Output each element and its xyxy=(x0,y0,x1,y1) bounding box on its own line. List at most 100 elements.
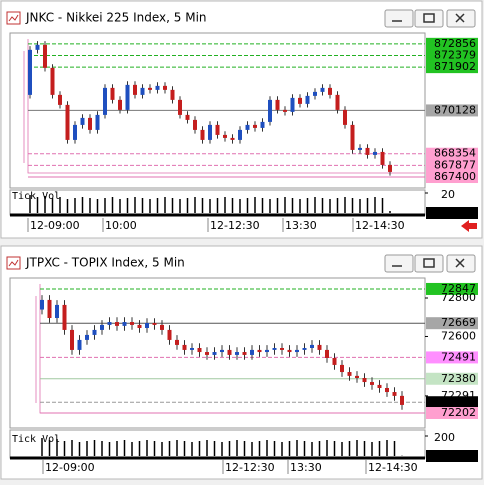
candle-body xyxy=(140,87,145,95)
candle-body xyxy=(362,378,367,383)
candle-body xyxy=(313,91,317,96)
candle-body xyxy=(328,87,332,95)
candle-body xyxy=(238,129,242,140)
candle-body xyxy=(340,364,344,373)
candle-body xyxy=(190,348,194,350)
price-level-label: 872379 xyxy=(434,48,476,61)
minimize-button[interactable] xyxy=(384,254,414,273)
candle-body xyxy=(178,99,182,115)
price-level-box xyxy=(426,104,478,117)
window-title: JNKC - Nikkei 225 Index, 5 Min xyxy=(25,11,207,25)
candle-body xyxy=(28,49,32,95)
candle-body xyxy=(380,151,385,165)
candle-body xyxy=(272,348,277,350)
candle-body xyxy=(100,324,104,330)
candle-body xyxy=(388,164,392,172)
candle-body xyxy=(205,352,209,355)
candle-body xyxy=(332,358,337,365)
restore-button[interactable] xyxy=(414,9,444,28)
candle-body xyxy=(175,339,179,345)
price-tick-label: 72291 xyxy=(441,389,476,402)
price-level-label: 72847 xyxy=(441,282,476,295)
time-label: 12-14:30 xyxy=(368,461,418,474)
candle-body xyxy=(212,352,217,355)
candle-body xyxy=(347,372,352,376)
candle-body xyxy=(107,322,112,325)
window-icon-glyph xyxy=(8,259,19,267)
volume-last-label: 3 xyxy=(448,449,455,462)
candle-body xyxy=(200,129,205,140)
candle-body xyxy=(163,85,167,90)
time-label: 12-09:00 xyxy=(45,461,95,474)
price-level-box xyxy=(426,159,478,172)
candle-body xyxy=(122,322,127,326)
candle-body xyxy=(317,344,322,350)
candle-body xyxy=(40,299,44,310)
time-label: 12-12:30 xyxy=(210,219,260,232)
candle-body xyxy=(110,87,115,100)
time-label: 13:30 xyxy=(290,461,322,474)
close-button-glyph xyxy=(455,258,465,268)
time-label: 12-12:30 xyxy=(225,461,275,474)
candle-body xyxy=(197,348,202,353)
price-level-box xyxy=(426,396,478,409)
price-level-box xyxy=(426,171,478,184)
candle-body xyxy=(305,95,310,104)
volume-last-label: 2 xyxy=(448,206,455,219)
candle-body xyxy=(265,349,269,353)
candle-body xyxy=(88,117,92,130)
price-level-label: 72380 xyxy=(441,372,476,385)
candle-body xyxy=(35,44,40,50)
candle-body xyxy=(65,104,70,140)
candle-body xyxy=(118,99,122,110)
candle-body xyxy=(220,349,224,353)
price-level-label: 868354 xyxy=(434,147,476,160)
volume-label: Tick Vol xyxy=(12,434,60,445)
restore-button-glyph xyxy=(423,258,435,268)
price-level-box xyxy=(426,372,478,385)
price-level-label: 72258 xyxy=(441,395,476,408)
minimize-button[interactable] xyxy=(384,9,414,28)
candle-body xyxy=(298,97,302,104)
candle-body xyxy=(58,94,62,105)
candle-body xyxy=(160,324,164,330)
price-level-box xyxy=(426,407,478,419)
close-button-glyph xyxy=(455,13,465,23)
candle-body xyxy=(373,151,377,155)
candle-body xyxy=(193,119,197,130)
candle-body xyxy=(250,349,254,355)
restore-button[interactable] xyxy=(414,254,444,273)
candle-body xyxy=(223,134,227,138)
candle-body xyxy=(115,322,119,326)
candle-body xyxy=(133,84,137,95)
candle-body xyxy=(185,114,190,120)
price-level-box xyxy=(426,49,478,62)
candle-body xyxy=(235,352,239,355)
candle-body xyxy=(260,121,265,128)
price-tick-label: 72600 xyxy=(441,329,476,342)
candle-body xyxy=(343,109,347,125)
volume-last-box xyxy=(426,450,478,462)
candle-body xyxy=(170,89,175,100)
candle-body xyxy=(148,87,152,90)
candle-body xyxy=(325,349,329,358)
candle-body xyxy=(377,384,382,388)
candle-body xyxy=(215,124,220,135)
price-tick-label: 72800 xyxy=(441,291,476,304)
candle-body xyxy=(152,323,157,325)
candle-body xyxy=(92,329,97,335)
time-label: 12-14:30 xyxy=(355,219,405,232)
candle-body xyxy=(145,323,149,328)
candle-body xyxy=(80,117,85,125)
candle-body xyxy=(365,147,370,155)
price-level-box xyxy=(426,351,478,364)
candle-body xyxy=(103,87,107,115)
time-label: 13:30 xyxy=(285,219,317,232)
candle-body xyxy=(295,349,299,353)
candle-body xyxy=(137,324,142,328)
candle-body xyxy=(355,375,359,378)
scroll-arrow[interactable] xyxy=(461,220,477,232)
candle-body xyxy=(385,388,389,393)
price-level-label: 871902 xyxy=(434,60,476,73)
candle-body xyxy=(287,349,292,353)
